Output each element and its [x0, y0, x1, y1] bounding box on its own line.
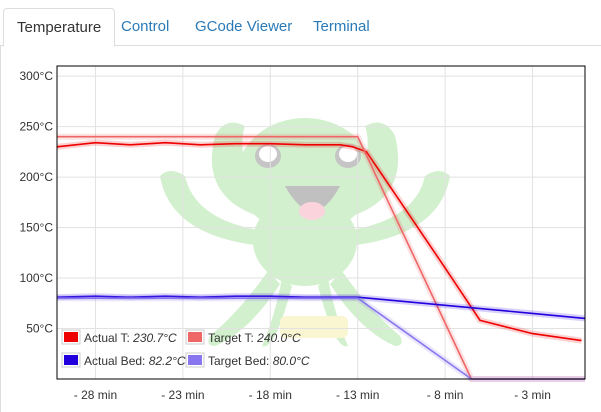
x-tick-label: - 18 min [249, 388, 292, 402]
y-tick-label: 250°C [20, 120, 54, 134]
legend-label: Actual T: 230.7°C [84, 331, 177, 345]
y-tick-label: 300°C [20, 69, 54, 83]
legend-item: Target Bed: 80.0°C [185, 352, 310, 368]
legend-swatch [64, 355, 78, 365]
temperature-panel [0, 46, 601, 412]
tab-control[interactable]: Control [121, 18, 170, 35]
legend-series-value: 240.0°C [256, 331, 301, 345]
legend-series-value: 80.0°C [273, 354, 310, 368]
legend-series-name: Actual T: [84, 331, 133, 345]
x-tick-label: - 28 min [74, 388, 117, 402]
tab-bar: Temperature Control GCode Viewer Termina… [0, 0, 601, 47]
legend-series-name: Target T: [208, 331, 257, 345]
y-tick-label: 200°C [20, 170, 54, 184]
legend-series-value: 230.7°C [132, 331, 177, 345]
series-line-actual-t [56, 141, 582, 342]
legend-series-value: 82.2°C [149, 354, 186, 368]
plot-area [56, 65, 586, 380]
y-tick-label: 100°C [20, 271, 54, 285]
x-tick-label: - 23 min [161, 388, 204, 402]
legend-swatch [188, 355, 202, 365]
legend-series-name: Actual Bed: [84, 354, 149, 368]
y-tick-label: 150°C [20, 221, 54, 235]
octoprint-watermark-icon [160, 118, 450, 347]
y-tick-label: 50°C [26, 322, 53, 336]
x-tick-label: - 8 min [427, 388, 464, 402]
temperature-chart: 50°C 100°C 150°C 200°C 250°C 300°C - 28 min - 2… [20, 65, 586, 402]
legend-label: Actual Bed: 82.2°C [84, 354, 186, 368]
legend-item: Actual Bed: 82.2°C [61, 352, 186, 368]
tab-gcode-viewer[interactable]: GCode Viewer [195, 18, 293, 35]
tab-terminal[interactable]: Terminal [313, 18, 370, 35]
legend-item: Target T: 240.0°C [185, 329, 301, 345]
chart-legend: Actual T: 230.7°C Target T: 240.0°C Actual… [61, 329, 310, 368]
x-tick-label: - 3 min [514, 388, 551, 402]
legend-label: Target Bed: 80.0°C [208, 354, 310, 368]
legend-swatch [64, 332, 78, 342]
legend-swatch [188, 332, 202, 342]
legend-series-name: Target Bed: [208, 354, 273, 368]
legend-label: Target T: 240.0°C [208, 331, 301, 345]
x-tick-label: - 13 min [336, 388, 379, 402]
legend-item: Actual T: 230.7°C [61, 329, 177, 345]
series-line-actual-bed [56, 295, 586, 320]
tab-temperature[interactable]: Temperature [3, 8, 116, 47]
